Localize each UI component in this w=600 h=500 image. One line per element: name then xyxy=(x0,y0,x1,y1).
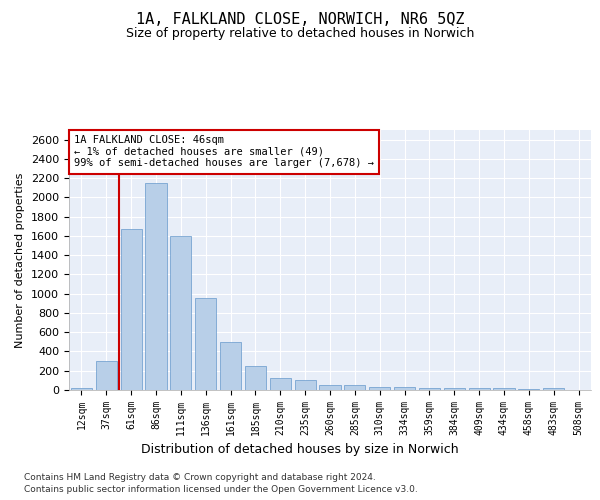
Y-axis label: Number of detached properties: Number of detached properties xyxy=(16,172,25,348)
Bar xyxy=(245,366,266,390)
Bar xyxy=(319,385,341,390)
Bar xyxy=(543,388,564,390)
Text: 1A FALKLAND CLOSE: 46sqm
← 1% of detached houses are smaller (49)
99% of semi-de: 1A FALKLAND CLOSE: 46sqm ← 1% of detache… xyxy=(74,135,374,168)
Bar xyxy=(195,298,216,390)
Text: Contains public sector information licensed under the Open Government Licence v3: Contains public sector information licen… xyxy=(24,485,418,494)
Bar xyxy=(493,388,515,390)
Bar xyxy=(270,378,291,390)
Bar xyxy=(394,387,415,390)
Bar xyxy=(369,387,390,390)
Bar xyxy=(71,388,92,390)
Bar xyxy=(145,183,167,390)
Text: Distribution of detached houses by size in Norwich: Distribution of detached houses by size … xyxy=(141,442,459,456)
Text: Contains HM Land Registry data © Crown copyright and database right 2024.: Contains HM Land Registry data © Crown c… xyxy=(24,472,376,482)
Bar xyxy=(170,236,191,390)
Bar xyxy=(295,380,316,390)
Bar xyxy=(469,388,490,390)
Bar xyxy=(121,229,142,390)
Bar xyxy=(220,342,241,390)
Bar xyxy=(419,388,440,390)
Bar xyxy=(518,389,539,390)
Bar xyxy=(344,385,365,390)
Bar xyxy=(96,361,117,390)
Text: Size of property relative to detached houses in Norwich: Size of property relative to detached ho… xyxy=(126,28,474,40)
Text: 1A, FALKLAND CLOSE, NORWICH, NR6 5QZ: 1A, FALKLAND CLOSE, NORWICH, NR6 5QZ xyxy=(136,12,464,28)
Bar xyxy=(444,388,465,390)
